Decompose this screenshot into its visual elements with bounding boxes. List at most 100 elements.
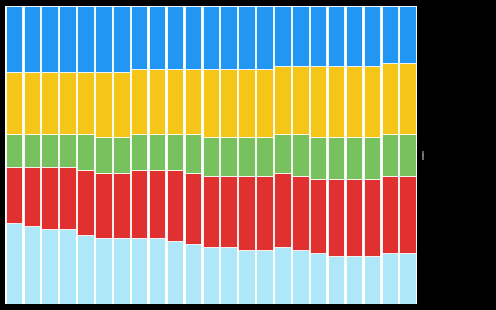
Bar: [60, 167, 76, 229]
Bar: [42, 134, 58, 167]
Bar: [149, 69, 165, 134]
Bar: [77, 72, 94, 134]
Bar: [364, 179, 380, 256]
Bar: [42, 6, 58, 72]
Bar: [42, 72, 58, 134]
Bar: [95, 137, 112, 173]
Bar: [310, 179, 326, 253]
Bar: [185, 244, 201, 304]
Bar: [399, 134, 416, 176]
Bar: [95, 6, 112, 72]
Bar: [167, 69, 183, 134]
Bar: [77, 6, 94, 72]
Bar: [60, 229, 76, 304]
Bar: [274, 173, 291, 247]
Bar: [328, 66, 344, 137]
Bar: [310, 137, 326, 179]
Bar: [220, 137, 237, 176]
Bar: [167, 134, 183, 170]
Bar: [328, 137, 344, 179]
Bar: [185, 173, 201, 244]
Bar: [256, 137, 273, 176]
Bar: [167, 6, 183, 69]
Bar: [256, 69, 273, 137]
Bar: [149, 134, 165, 170]
Bar: [24, 167, 40, 226]
Bar: [346, 179, 362, 256]
Bar: [292, 134, 309, 176]
Bar: [24, 226, 40, 304]
Bar: [24, 134, 40, 167]
Bar: [5, 167, 22, 224]
Bar: [131, 6, 147, 69]
Bar: [381, 176, 398, 253]
Bar: [310, 66, 326, 137]
Bar: [239, 176, 255, 250]
Bar: [42, 167, 58, 229]
Bar: [202, 247, 219, 304]
Bar: [149, 238, 165, 304]
Bar: [274, 66, 291, 134]
Bar: [5, 134, 22, 167]
Bar: [256, 176, 273, 250]
Bar: [77, 134, 94, 170]
Bar: [149, 6, 165, 69]
Bar: [60, 6, 76, 72]
Bar: [77, 170, 94, 235]
Bar: [131, 170, 147, 238]
Bar: [113, 72, 129, 137]
Bar: [274, 134, 291, 173]
Bar: [274, 6, 291, 66]
Bar: [185, 6, 201, 69]
Bar: [292, 6, 309, 66]
Bar: [239, 250, 255, 304]
Bar: [95, 72, 112, 137]
Bar: [381, 6, 398, 63]
Bar: [399, 176, 416, 253]
Bar: [113, 238, 129, 304]
Bar: [60, 134, 76, 167]
Bar: [399, 253, 416, 304]
Bar: [95, 238, 112, 304]
Bar: [381, 63, 398, 134]
Bar: [113, 173, 129, 238]
Bar: [42, 229, 58, 304]
Bar: [24, 72, 40, 134]
Bar: [310, 6, 326, 66]
Bar: [274, 247, 291, 304]
Bar: [77, 235, 94, 304]
Bar: [381, 253, 398, 304]
Bar: [399, 6, 416, 63]
Bar: [5, 6, 22, 72]
Bar: [167, 170, 183, 241]
Bar: [346, 137, 362, 179]
Bar: [364, 6, 380, 66]
Legend: , , , , : , , , ,: [422, 150, 425, 160]
Bar: [328, 256, 344, 304]
Bar: [202, 69, 219, 137]
Bar: [239, 137, 255, 176]
Bar: [202, 6, 219, 69]
Bar: [220, 176, 237, 247]
Bar: [381, 134, 398, 176]
Bar: [364, 137, 380, 179]
Bar: [131, 69, 147, 134]
Bar: [292, 66, 309, 134]
Bar: [202, 137, 219, 176]
Bar: [328, 6, 344, 66]
Bar: [202, 176, 219, 247]
Bar: [5, 224, 22, 304]
Bar: [60, 72, 76, 134]
Bar: [346, 256, 362, 304]
Bar: [399, 63, 416, 134]
Bar: [24, 6, 40, 72]
Bar: [328, 179, 344, 256]
Bar: [131, 134, 147, 170]
Bar: [364, 256, 380, 304]
Bar: [220, 247, 237, 304]
Bar: [220, 69, 237, 137]
Bar: [220, 6, 237, 69]
Bar: [256, 6, 273, 69]
Bar: [239, 6, 255, 69]
Bar: [256, 250, 273, 304]
